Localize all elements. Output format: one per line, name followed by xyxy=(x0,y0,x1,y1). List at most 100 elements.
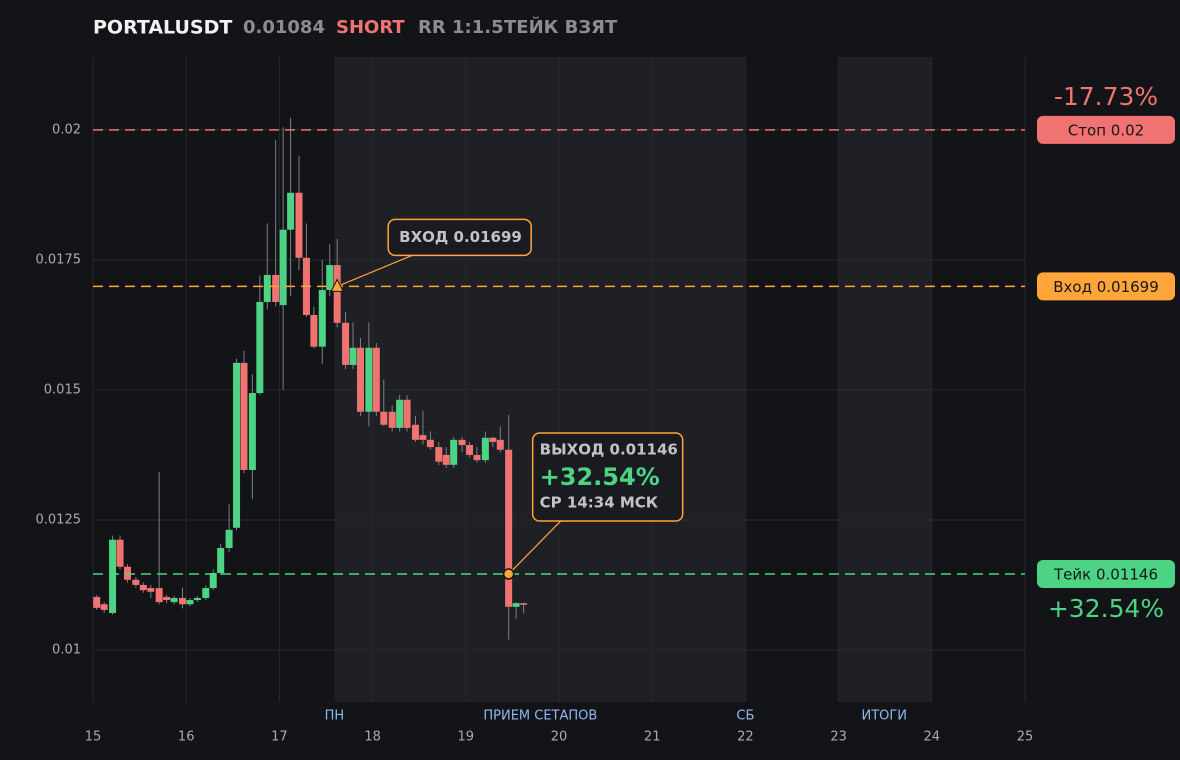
session-label: ПН xyxy=(325,709,345,724)
candle-body xyxy=(100,604,108,610)
candle-body xyxy=(170,597,178,603)
rr: RR 1:1.5 xyxy=(418,17,504,38)
x-tick-label: 16 xyxy=(178,730,195,745)
session-label: ИТОГИ xyxy=(861,709,907,724)
x-tick-label: 20 xyxy=(551,730,568,745)
candle-body xyxy=(481,437,489,461)
x-tick-label: 25 xyxy=(1017,730,1034,745)
candle-body xyxy=(233,362,241,528)
candle-body xyxy=(225,529,233,549)
x-tick-label: 23 xyxy=(830,730,847,745)
y-tick-label: 0.015 xyxy=(44,382,81,397)
candle-body xyxy=(272,274,280,302)
session-label: ПРИЕМ СЕТАПОВ xyxy=(483,709,597,724)
candle-body xyxy=(489,437,497,442)
candle-body xyxy=(372,347,380,412)
candle-body xyxy=(403,399,411,428)
candle-body xyxy=(240,362,248,471)
candle-body xyxy=(295,192,303,258)
candle-body xyxy=(442,454,450,465)
candle-body xyxy=(365,347,373,412)
entry-callout-label: ВХОД 0.01699 xyxy=(399,228,522,246)
candle-body xyxy=(435,447,443,462)
candle-body xyxy=(450,439,458,465)
level-change: +32.54% xyxy=(1048,594,1164,623)
y-tick-label: 0.01 xyxy=(52,642,81,657)
candle-body xyxy=(116,539,124,567)
candle-body xyxy=(193,597,201,601)
entry-callout xyxy=(387,218,532,257)
candle-body xyxy=(256,301,264,394)
session-band xyxy=(334,57,746,702)
candle-body xyxy=(178,597,186,605)
candle-body xyxy=(388,411,396,428)
candle-body xyxy=(466,445,474,455)
candle-body xyxy=(163,596,171,601)
candle-body xyxy=(380,411,388,425)
candle-body xyxy=(123,566,131,580)
candle-body xyxy=(342,322,350,365)
candle-body xyxy=(318,290,326,347)
level-change: -17.73% xyxy=(1054,82,1158,111)
exit-marker xyxy=(502,568,515,580)
y-tick-label: 0.02 xyxy=(52,122,81,137)
x-tick-label: 19 xyxy=(458,730,475,745)
candle-body xyxy=(349,347,357,365)
candle-body xyxy=(186,600,194,605)
candle-body xyxy=(356,347,364,412)
candle-body xyxy=(426,439,434,448)
price: 0.01084 xyxy=(243,17,325,38)
candle-body xyxy=(505,449,513,607)
entry-pointer xyxy=(336,254,413,287)
x-tick-label: 17 xyxy=(271,730,288,745)
candle-body xyxy=(202,588,210,598)
candle-body xyxy=(109,539,117,614)
symbol: PORTALUSDT xyxy=(93,17,232,39)
candle-body xyxy=(396,399,404,428)
candle-body xyxy=(93,596,101,608)
level-tag xyxy=(1037,115,1175,144)
exit-callout-result: +32.54% xyxy=(540,463,660,491)
level-label: Стоп 0.02 xyxy=(1068,121,1144,139)
candle-body xyxy=(333,265,341,323)
candle-body xyxy=(279,229,287,306)
y-tick-label: 0.0175 xyxy=(36,252,82,267)
candle-body xyxy=(217,548,225,573)
level-tag xyxy=(1037,560,1175,589)
entry-marker xyxy=(330,278,344,292)
x-tick-label: 15 xyxy=(85,730,102,745)
candle-body xyxy=(310,315,318,347)
candle-body xyxy=(496,439,504,450)
level-label: Вход 0.01699 xyxy=(1053,278,1159,296)
x-tick-label: 18 xyxy=(364,730,381,745)
candle-body xyxy=(147,588,155,592)
candle-body xyxy=(287,192,295,230)
candle-body xyxy=(411,424,419,440)
candle-body xyxy=(458,439,466,446)
candle-body xyxy=(419,435,427,440)
candle-body xyxy=(209,573,217,589)
candle-body xyxy=(520,603,528,605)
status: ТЕЙК ВЗЯТ xyxy=(504,16,618,38)
side: SHORT xyxy=(336,17,405,38)
x-tick-label: 21 xyxy=(644,730,661,745)
exit-pointer xyxy=(508,520,562,575)
candle-body xyxy=(132,579,140,585)
x-tick-label: 22 xyxy=(737,730,754,745)
candle-body xyxy=(155,588,163,603)
candle-body xyxy=(263,274,271,302)
candle-body xyxy=(512,603,520,607)
session-band xyxy=(838,57,932,702)
exit-callout xyxy=(531,432,684,522)
exit-callout-label: ВЫХОД 0.01146 xyxy=(540,441,678,459)
candle-body xyxy=(248,393,256,471)
y-tick-label: 0.0125 xyxy=(36,512,82,527)
session-label: СБ xyxy=(736,709,754,724)
level-label: Тейк 0.01146 xyxy=(1053,566,1158,584)
candle-body xyxy=(473,454,481,461)
x-tick-label: 24 xyxy=(924,730,941,745)
candle-body xyxy=(139,584,147,591)
exit-callout-time: СР 14:34 МСК xyxy=(540,494,659,512)
level-tag xyxy=(1037,272,1175,301)
